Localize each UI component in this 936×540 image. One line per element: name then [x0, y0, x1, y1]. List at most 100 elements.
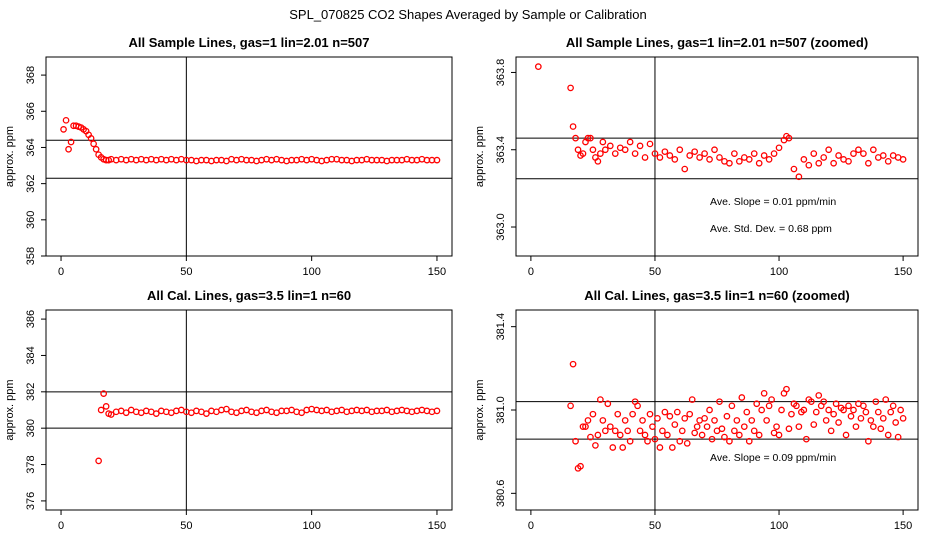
data-point	[726, 159, 733, 167]
data-point	[572, 134, 579, 142]
data-point	[639, 417, 646, 424]
data-point	[681, 414, 689, 422]
data-point	[616, 431, 624, 439]
data-point	[433, 156, 441, 164]
data-point	[681, 165, 689, 173]
data-point	[835, 419, 842, 426]
data-point	[790, 165, 798, 173]
y-tick-label: 362	[25, 174, 37, 192]
data-point	[832, 400, 840, 408]
data-point	[584, 417, 592, 424]
data-point	[688, 396, 696, 403]
data-point	[840, 406, 847, 414]
annotation-text: Ave. Std. Dev. = 0.68 ppm	[710, 223, 832, 235]
x-tick-label: 0	[58, 266, 64, 278]
data-point	[748, 417, 756, 424]
data-point	[755, 159, 763, 167]
data-point	[567, 84, 574, 92]
data-point	[589, 146, 597, 154]
data-point	[743, 408, 751, 416]
data-point	[753, 400, 761, 408]
x-tick-label: 0	[528, 520, 534, 532]
data-point	[666, 152, 674, 159]
data-point	[671, 421, 679, 428]
data-point	[656, 154, 664, 161]
data-point	[775, 431, 783, 439]
data-point	[636, 142, 644, 150]
data-point	[768, 396, 775, 403]
data-point	[884, 431, 892, 439]
data-point	[582, 423, 589, 431]
data-point	[107, 411, 115, 418]
data-point	[701, 150, 708, 157]
data-point	[750, 150, 758, 157]
data-point	[577, 462, 584, 470]
data-point	[601, 427, 609, 435]
data-point	[795, 173, 803, 181]
x-tick-label: 150	[894, 266, 912, 278]
data-point	[696, 154, 703, 161]
data-point	[733, 417, 741, 424]
data-point	[899, 156, 907, 163]
data-point	[879, 152, 887, 159]
data-point	[830, 410, 837, 418]
data-point	[152, 410, 160, 417]
data-point	[646, 410, 654, 418]
data-point	[894, 433, 902, 441]
data-point	[592, 442, 599, 449]
data-point	[87, 135, 95, 142]
chart-panel: All Cal. Lines, gas=3.5 lin=1 n=60 0 50 100…	[4, 288, 453, 532]
data-point	[651, 150, 659, 157]
data-point	[770, 150, 778, 157]
data-point	[606, 423, 614, 431]
y-axis-label: approx. ppm	[474, 379, 486, 440]
data-point	[745, 156, 753, 163]
data-point	[899, 414, 907, 422]
data-point	[807, 398, 815, 406]
data-point	[738, 394, 746, 401]
data-point	[599, 138, 607, 146]
data-point	[827, 427, 835, 435]
data-point	[661, 408, 669, 416]
data-point	[860, 402, 867, 410]
data-point	[867, 417, 875, 424]
data-point	[877, 425, 885, 433]
data-point	[574, 146, 582, 154]
data-point	[740, 423, 748, 431]
data-point	[865, 437, 872, 445]
data-point	[606, 142, 614, 150]
data-point	[569, 360, 577, 368]
data-point	[569, 123, 577, 130]
annotation-text: Ave. Slope = 0.09 ppm/min	[710, 452, 836, 464]
data-point	[604, 400, 612, 408]
data-point	[760, 389, 768, 397]
data-point	[775, 144, 783, 152]
data-point	[609, 444, 617, 451]
y-tick-label: 364	[25, 138, 37, 156]
y-tick-label: 376	[25, 492, 37, 510]
data-point	[634, 402, 641, 410]
y-tick-label: 381.0	[495, 396, 507, 424]
data-point	[810, 421, 818, 428]
data-point	[587, 433, 594, 441]
data-point	[802, 435, 810, 443]
data-point	[659, 427, 666, 435]
data-point	[664, 431, 671, 439]
data-point	[567, 402, 574, 410]
data-point	[611, 150, 619, 157]
data-point	[874, 408, 882, 416]
data-point	[773, 423, 780, 431]
data-point	[750, 427, 758, 435]
y-tick-label: 363.8	[495, 59, 507, 87]
data-point	[731, 150, 738, 157]
data-point	[778, 406, 785, 414]
x-tick-label: 100	[770, 520, 788, 532]
data-point	[597, 396, 604, 403]
data-point	[62, 116, 70, 124]
data-point	[644, 437, 651, 445]
x-tick-label: 0	[58, 520, 64, 532]
y-tick-label: 378	[25, 455, 37, 473]
chart-panel: All Sample Lines, gas=1 lin=2.01 n=507 0 5…	[4, 35, 453, 278]
data-point	[661, 148, 669, 156]
